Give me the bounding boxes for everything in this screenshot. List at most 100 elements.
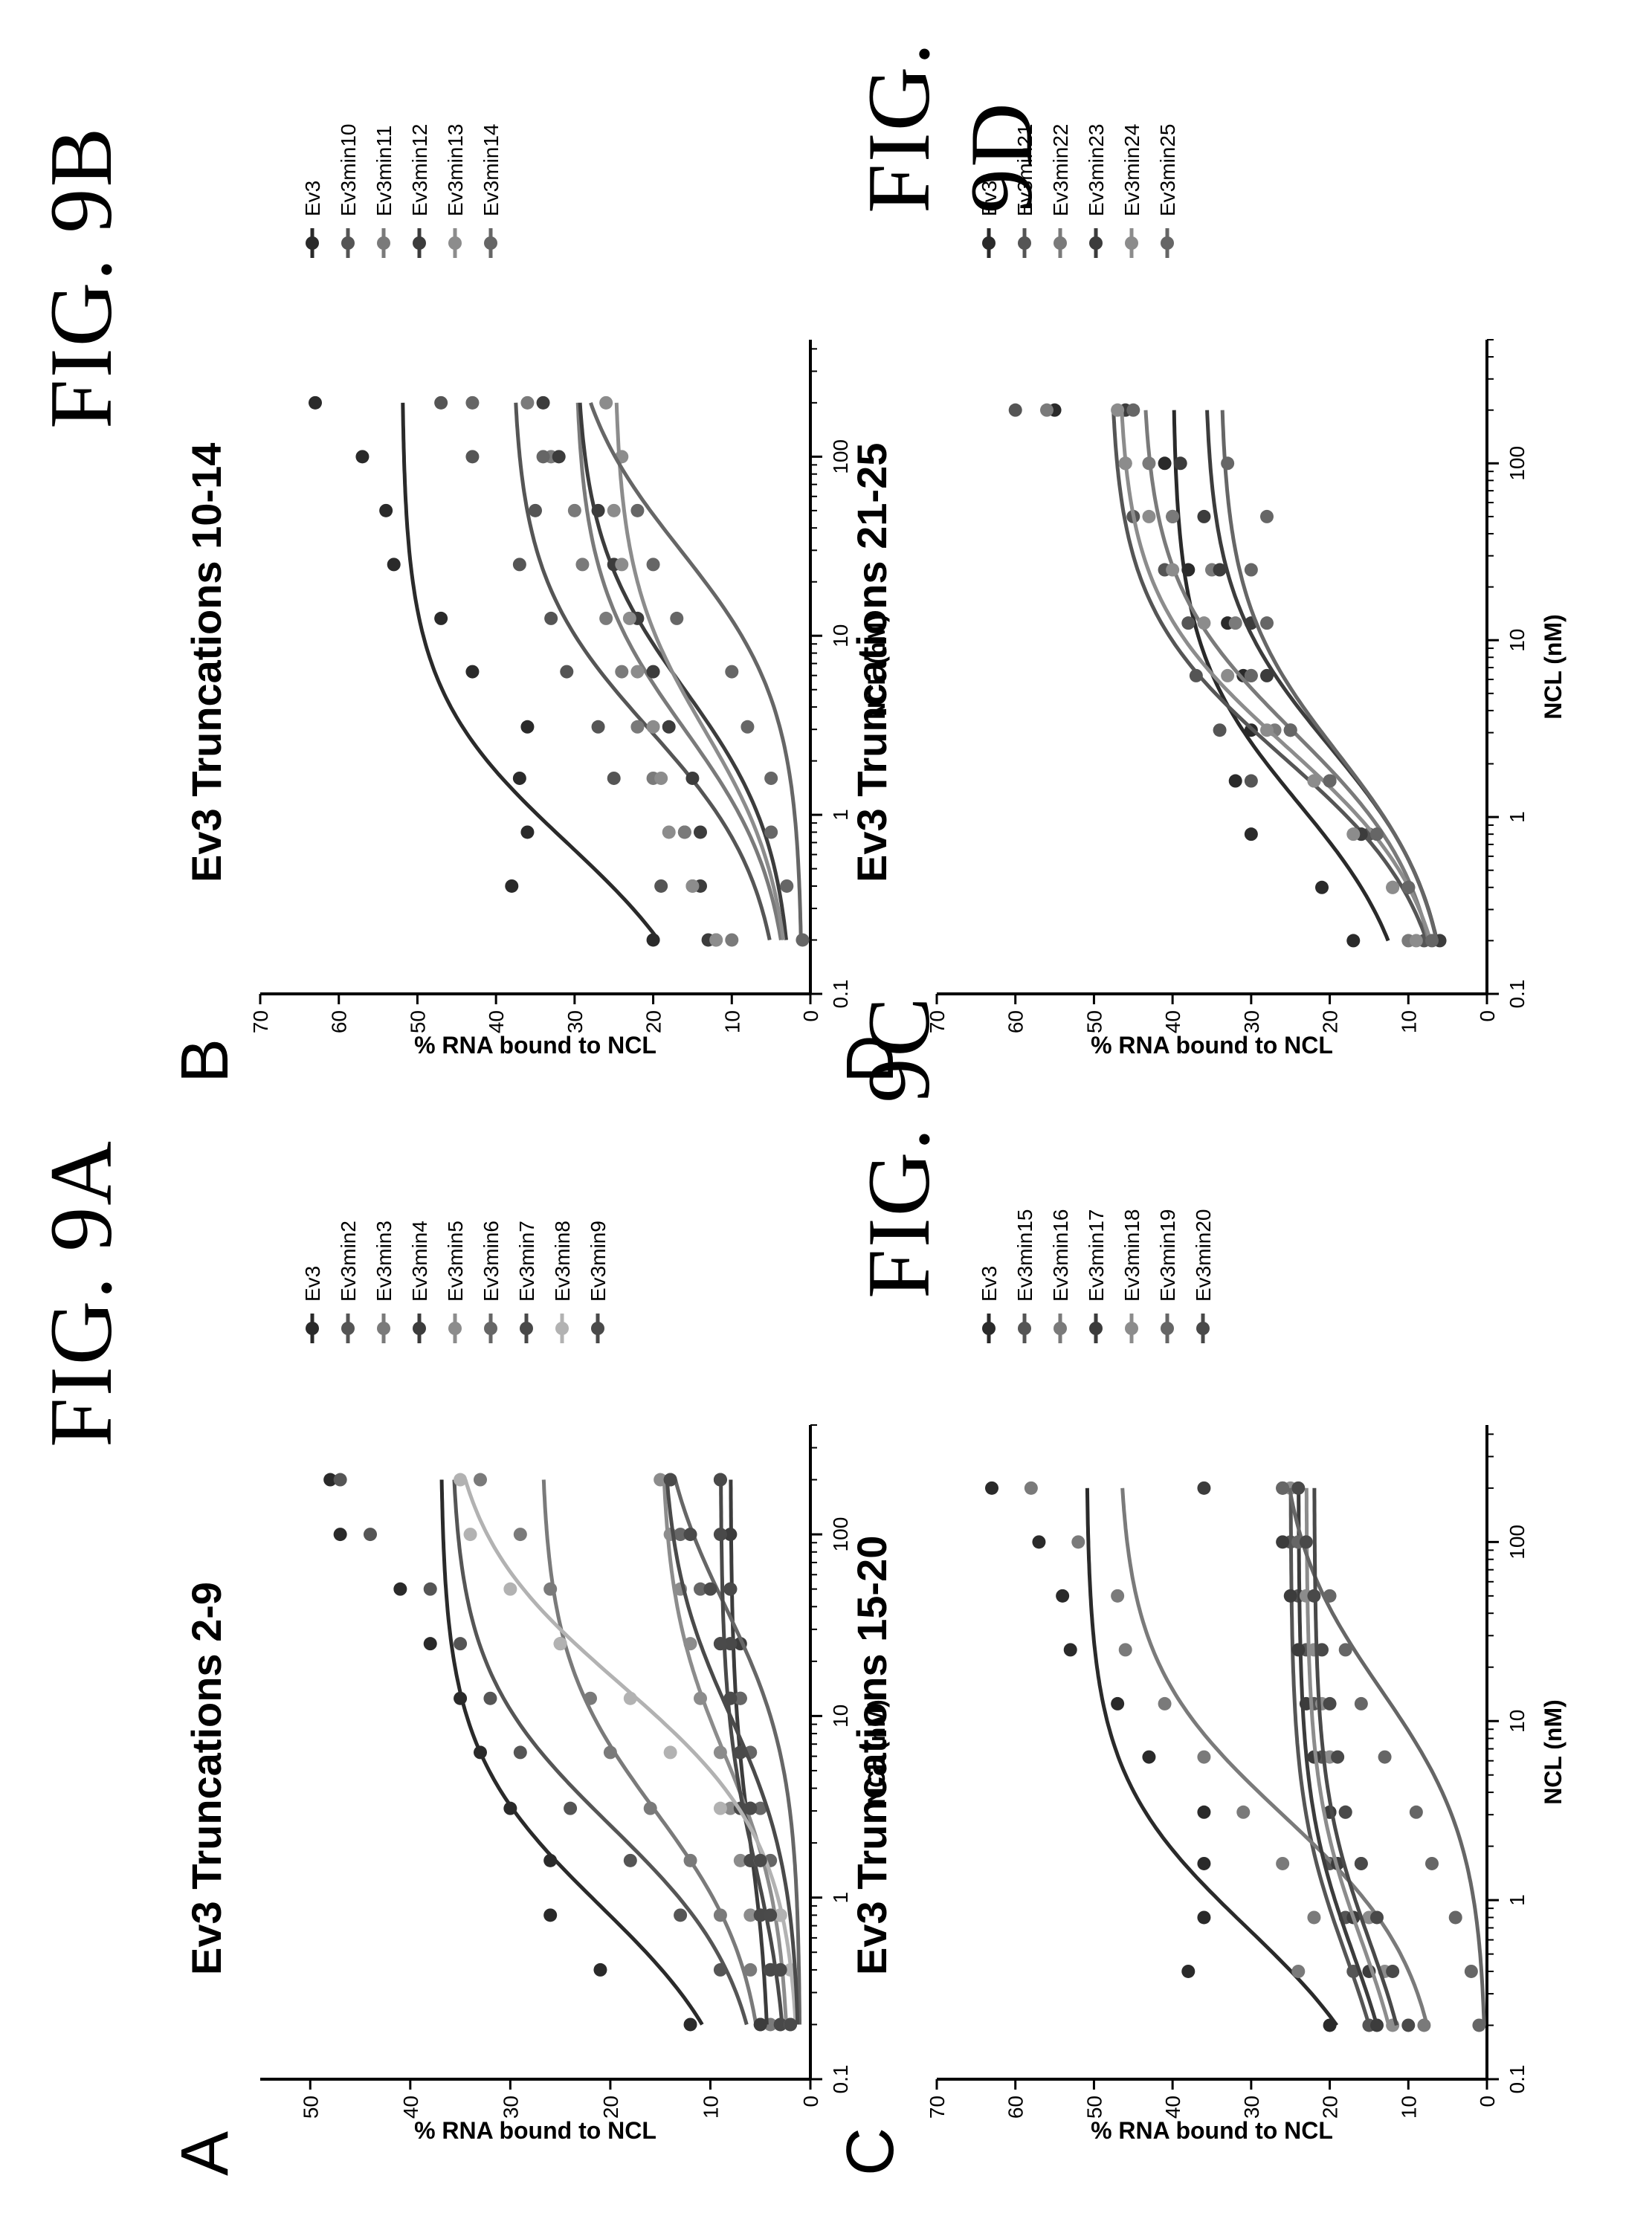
- data-point-ev3min13: [607, 503, 621, 517]
- data-point-ev3min4: [753, 2017, 767, 2032]
- data-point-ev3min8: [713, 1801, 727, 1815]
- data-point-ev3: [309, 395, 322, 410]
- legend-label-ev3min25: Ev3min25: [1156, 123, 1179, 216]
- data-point-ev3: [465, 665, 480, 679]
- data-point-ev3min3: [584, 1691, 597, 1705]
- data-point-ev3min19: [1378, 1750, 1392, 1764]
- data-point-ev3min25: [1126, 403, 1140, 417]
- data-point-ev3: [505, 879, 519, 893]
- data-point-ev3: [333, 1528, 347, 1542]
- data-point-ev3min20: [1338, 1805, 1352, 1819]
- legend-label-ev3min14: Ev3min14: [480, 123, 503, 216]
- data-point-ev3min24: [1409, 934, 1423, 948]
- data-point-ev3min3: [713, 1908, 727, 1922]
- legend-label-ev3min9: Ev3min9: [587, 1221, 610, 1302]
- legend-marker-ev3min2: [341, 1322, 355, 1335]
- data-point-ev3min14: [796, 933, 810, 947]
- data-point-ev3min12: [685, 771, 700, 785]
- fit-curve-ev3min25: [1220, 410, 1439, 941]
- data-point-ev3min19: [1276, 1481, 1290, 1495]
- x-tick-label: 1: [829, 809, 852, 821]
- data-point-ev3min3: [543, 1582, 558, 1596]
- series-ev3min14: [465, 395, 810, 947]
- data-point-ev3min16: [1307, 1910, 1321, 1925]
- data-point-ev3min20: [1386, 1964, 1400, 1978]
- data-point-ev3min6: [694, 1582, 707, 1596]
- series-ev3: [309, 395, 660, 947]
- data-point-ev3min8: [773, 1908, 787, 1922]
- data-point-ev3min13: [615, 558, 629, 572]
- data-point-ev3min9: [753, 1853, 767, 1867]
- data-point-ev3min16: [1236, 1805, 1251, 1819]
- x-tick-label: 10: [1506, 1710, 1529, 1733]
- x-tick-label: 0.1: [829, 980, 852, 1009]
- data-point-ev3: [520, 825, 535, 839]
- series-ev3: [985, 1481, 1339, 2032]
- data-point-ev3: [423, 1637, 437, 1651]
- data-point-ev3min9: [703, 1582, 717, 1596]
- data-point-ev3min5: [743, 1908, 758, 1922]
- data-point-ev3min25: [1244, 563, 1258, 577]
- data-point-ev3: [1181, 563, 1196, 577]
- y-tick-label: 10: [1397, 1010, 1420, 1033]
- data-point-ev3min11: [599, 611, 613, 625]
- legend-label-ev3min19: Ev3min19: [1156, 1209, 1179, 1302]
- fit-curve-ev3min12: [578, 402, 788, 940]
- legend-marker-ev3min17: [1089, 1322, 1103, 1335]
- y-tick-label: 70: [926, 1010, 949, 1033]
- data-point-ev3min19: [1472, 2018, 1486, 2032]
- data-point-ev3min16: [1111, 1589, 1125, 1603]
- data-point-ev3min21: [1008, 403, 1022, 417]
- data-point-ev3min12: [646, 665, 660, 679]
- data-point-ev3min16: [1197, 1750, 1211, 1764]
- fit-curve-ev3min18: [1304, 1487, 1391, 2026]
- x-tick-label: 10: [1506, 629, 1529, 652]
- data-point-ev3min13: [685, 879, 700, 893]
- data-point-ev3min19: [1338, 1643, 1352, 1657]
- data-point-ev3min14: [536, 450, 550, 464]
- data-point-ev3: [593, 1962, 607, 1977]
- data-point-ev3min14: [630, 503, 645, 517]
- data-point-ev3min10: [529, 503, 542, 517]
- y-tick-label: 0: [1476, 2096, 1499, 2107]
- legend-marker-ev3: [306, 1322, 319, 1335]
- data-point-ev3: [1032, 1535, 1046, 1549]
- data-point-ev3min6: [753, 1801, 767, 1815]
- data-point-ev3min22: [1166, 509, 1180, 523]
- data-point-ev3min12: [662, 720, 676, 734]
- data-point-ev3min24: [1307, 774, 1321, 788]
- data-point-ev3min20: [1370, 1910, 1384, 1925]
- data-point-ev3min8: [553, 1637, 567, 1651]
- data-point-ev3min19: [1425, 1856, 1439, 1870]
- data-point-ev3min9: [683, 1528, 697, 1542]
- data-point-ev3: [1063, 1643, 1077, 1657]
- y-tick-label: 10: [720, 1010, 743, 1033]
- series-ev3min17: [1197, 1481, 1384, 2032]
- fit-curve-ev3min6: [673, 1479, 801, 2025]
- legend-marker-ev3min18: [1125, 1322, 1138, 1335]
- legend-marker-ev3min20: [1196, 1322, 1210, 1335]
- data-point-ev3min7: [713, 1528, 727, 1542]
- data-point-ev3min20: [1315, 1643, 1329, 1657]
- data-point-ev3min14: [646, 558, 660, 572]
- legend-label-ev3min15: Ev3min15: [1013, 1209, 1036, 1302]
- y-tick-label: 40: [399, 2096, 422, 2119]
- chart-title-d: Ev3 Truncations 21-25: [848, 442, 895, 882]
- data-point-ev3min11: [677, 825, 691, 839]
- data-point-ev3min2: [364, 1528, 377, 1542]
- y-tick-label: 60: [1004, 1010, 1027, 1033]
- data-point-ev3min3: [743, 1962, 758, 1977]
- x-axis-label: NCL (nM): [1540, 614, 1567, 720]
- x-tick-label: 1: [829, 1892, 852, 1904]
- legend-marker-ev3min13: [448, 236, 462, 250]
- data-point-ev3min13: [662, 825, 676, 839]
- data-point-ev3min7: [713, 1473, 727, 1487]
- y-axis-label: % RNA bound to NCL: [414, 2117, 656, 2144]
- y-tick-label: 20: [599, 2096, 622, 2119]
- data-point-ev3min21: [1181, 616, 1196, 630]
- data-point-ev3min11: [615, 665, 629, 679]
- data-point-ev3min23: [1213, 563, 1227, 577]
- legend-marker-ev3min25: [1161, 236, 1174, 250]
- legend-label-ev3: Ev3: [301, 181, 324, 216]
- data-point-ev3min2: [713, 1962, 727, 1977]
